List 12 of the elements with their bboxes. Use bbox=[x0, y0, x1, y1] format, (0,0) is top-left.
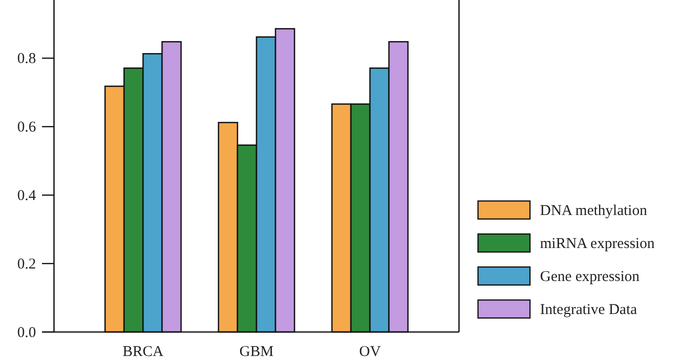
x-tick-label: BRCA bbox=[122, 344, 164, 360]
y-tick-label: 0.0 bbox=[17, 324, 36, 341]
legend-label: Integrative Data bbox=[540, 302, 638, 318]
x-tick-label: GBM bbox=[239, 344, 274, 360]
legend-label: Gene expression bbox=[540, 269, 640, 285]
legend-label: miRNA expression bbox=[540, 236, 656, 252]
x-tick-label: OV bbox=[359, 344, 381, 360]
y-tick-label: 0.4 bbox=[17, 188, 36, 204]
y-tick-label: 0.6 bbox=[17, 119, 36, 136]
y-tick-label: 0.2 bbox=[17, 256, 36, 272]
legend-label: DNA methylation bbox=[540, 203, 648, 219]
y-tick-label: 0.8 bbox=[17, 50, 36, 67]
